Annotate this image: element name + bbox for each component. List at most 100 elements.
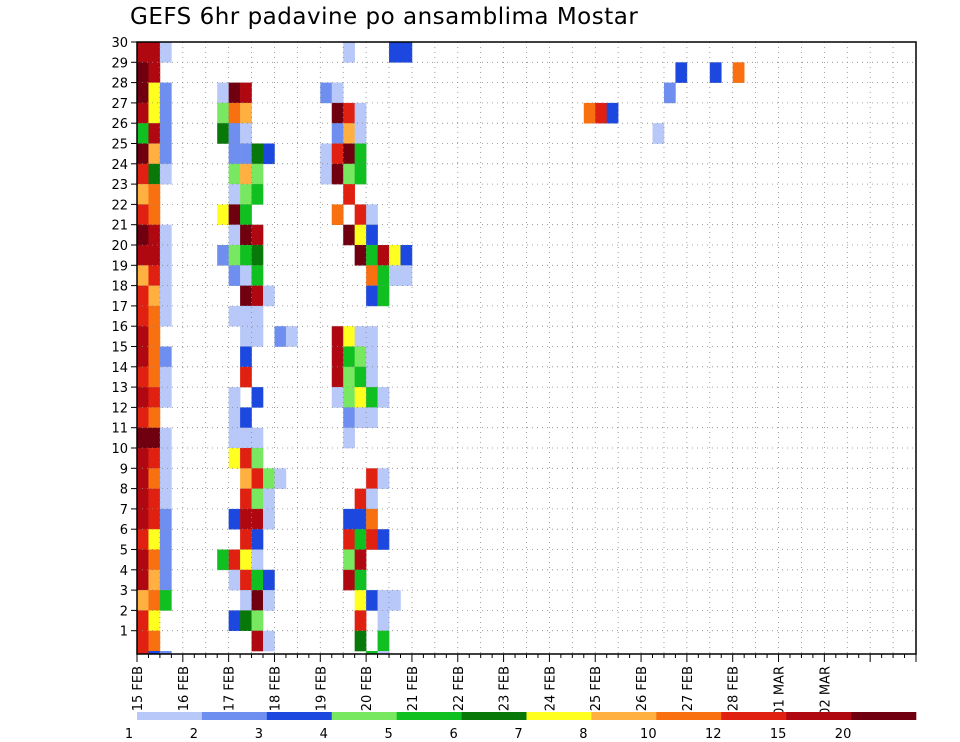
heatmap-cell [240,143,252,165]
heatmap-cell [377,265,390,286]
heatmap-cell [354,346,367,368]
colorbar-segment [137,712,203,720]
heatmap-cell [137,508,149,530]
heatmap-cell [148,305,161,327]
heatmap-cell [331,326,344,347]
heatmap-cell [595,102,607,124]
heatmap-cell [354,224,367,246]
heatmap-cell [366,265,378,286]
heatmap-cell [240,82,252,104]
heatmap-cell [148,346,161,368]
colorbar-segment [656,712,722,720]
y-tick-label: 8 [120,483,128,498]
heatmap-cell [240,610,252,631]
heatmap-cell [263,508,275,530]
y-tick-label: 23 [111,178,128,193]
heatmap-cell [217,82,229,104]
heatmap-cell [137,610,149,631]
heatmap-cell [159,163,172,185]
heatmap-cell [377,387,390,408]
heatmap-cell [148,326,161,347]
heatmap-cell [240,265,252,286]
colorbar-label: 8 [579,727,587,742]
heatmap-cell [148,549,161,571]
heatmap-cell [159,508,172,530]
heatmap-cell [343,407,355,428]
colorbar-label: 20 [835,727,852,742]
x-tick-label: 17 FEB [223,666,238,711]
y-tick-label: 25 [111,138,128,153]
heatmap-cell [159,102,172,124]
heatmap-cell [228,204,241,225]
heatmap-cell [331,123,344,144]
y-tick-label: 22 [111,198,128,213]
heatmap-cell [343,427,355,449]
heatmap-cell [137,427,149,449]
heatmap-cell [137,326,149,347]
heatmap-cell [159,285,172,307]
heatmap-cell [354,569,367,591]
heatmap-cell [137,630,149,652]
y-tick-label: 27 [111,97,128,112]
grid-lines [137,41,916,654]
heatmap-cell [137,651,149,655]
colorbar-label: 4 [320,727,328,742]
heatmap-cell [251,529,264,550]
heatmap-cell [343,346,355,368]
heatmap-cell [137,448,149,469]
heatmap-cell [137,346,149,368]
heatmap-cell [583,102,596,124]
heatmap-cell [251,630,264,652]
x-tick-label: 15 FEB [131,666,146,711]
y-tick-label: 30 [111,36,128,51]
colorbar-label: 6 [449,727,457,742]
colorbar-segment [721,712,787,720]
heatmap-cell [148,630,161,652]
x-tick-label: 27 FEB [681,666,696,711]
heatmap-cell [159,529,172,550]
y-tick-label: 20 [111,239,128,254]
heatmap-cell [251,326,264,347]
y-tick-label: 10 [111,442,128,457]
heatmap-cell [148,488,161,510]
heatmap-cell [366,224,378,246]
heatmap-cell [331,163,344,185]
heatmap-cell [366,508,378,530]
heatmap-cell [354,366,367,388]
heatmap-cell [148,569,161,591]
heatmap-cell [137,245,149,266]
heatmap-cell [263,285,275,307]
colorbar: 1 2 3 4 5 6 7 8 10 12 15 20 [125,712,917,742]
heatmap-cell [366,346,378,368]
heatmap-cell [331,143,344,165]
heatmap-cell [366,285,378,307]
heatmap-cell [240,102,252,124]
heatmap-cell [240,163,252,185]
y-tick-label: 5 [120,544,128,559]
heatmap-cell [263,143,275,165]
heatmap-cell [148,387,161,408]
y-tick-label: 26 [111,117,128,132]
heatmap-cell [159,245,172,266]
heatmap-cell [400,42,413,63]
y-tick-label: 21 [111,219,128,234]
heatmap-cell [240,427,252,449]
heatmap-cell [331,204,344,225]
heatmap-cell [148,62,161,83]
heatmap-cell [159,42,172,63]
heatmap-cell [343,184,355,205]
heatmap-cell [366,326,378,347]
heatmap-cell [148,184,161,205]
heatmap-cell [366,468,378,489]
heatmap-cell [228,163,241,185]
heatmap-cell [148,651,161,655]
heatmap-cell [354,549,367,571]
heatmap-cell [137,42,149,63]
y-tick-label: 4 [120,564,128,579]
heatmap-cell [263,468,275,489]
heatmap-cell [354,163,367,185]
heatmap-cell [274,468,287,489]
heatmap-cell [263,590,275,611]
heatmap-cell [148,42,161,63]
heatmap-cell [285,326,298,347]
